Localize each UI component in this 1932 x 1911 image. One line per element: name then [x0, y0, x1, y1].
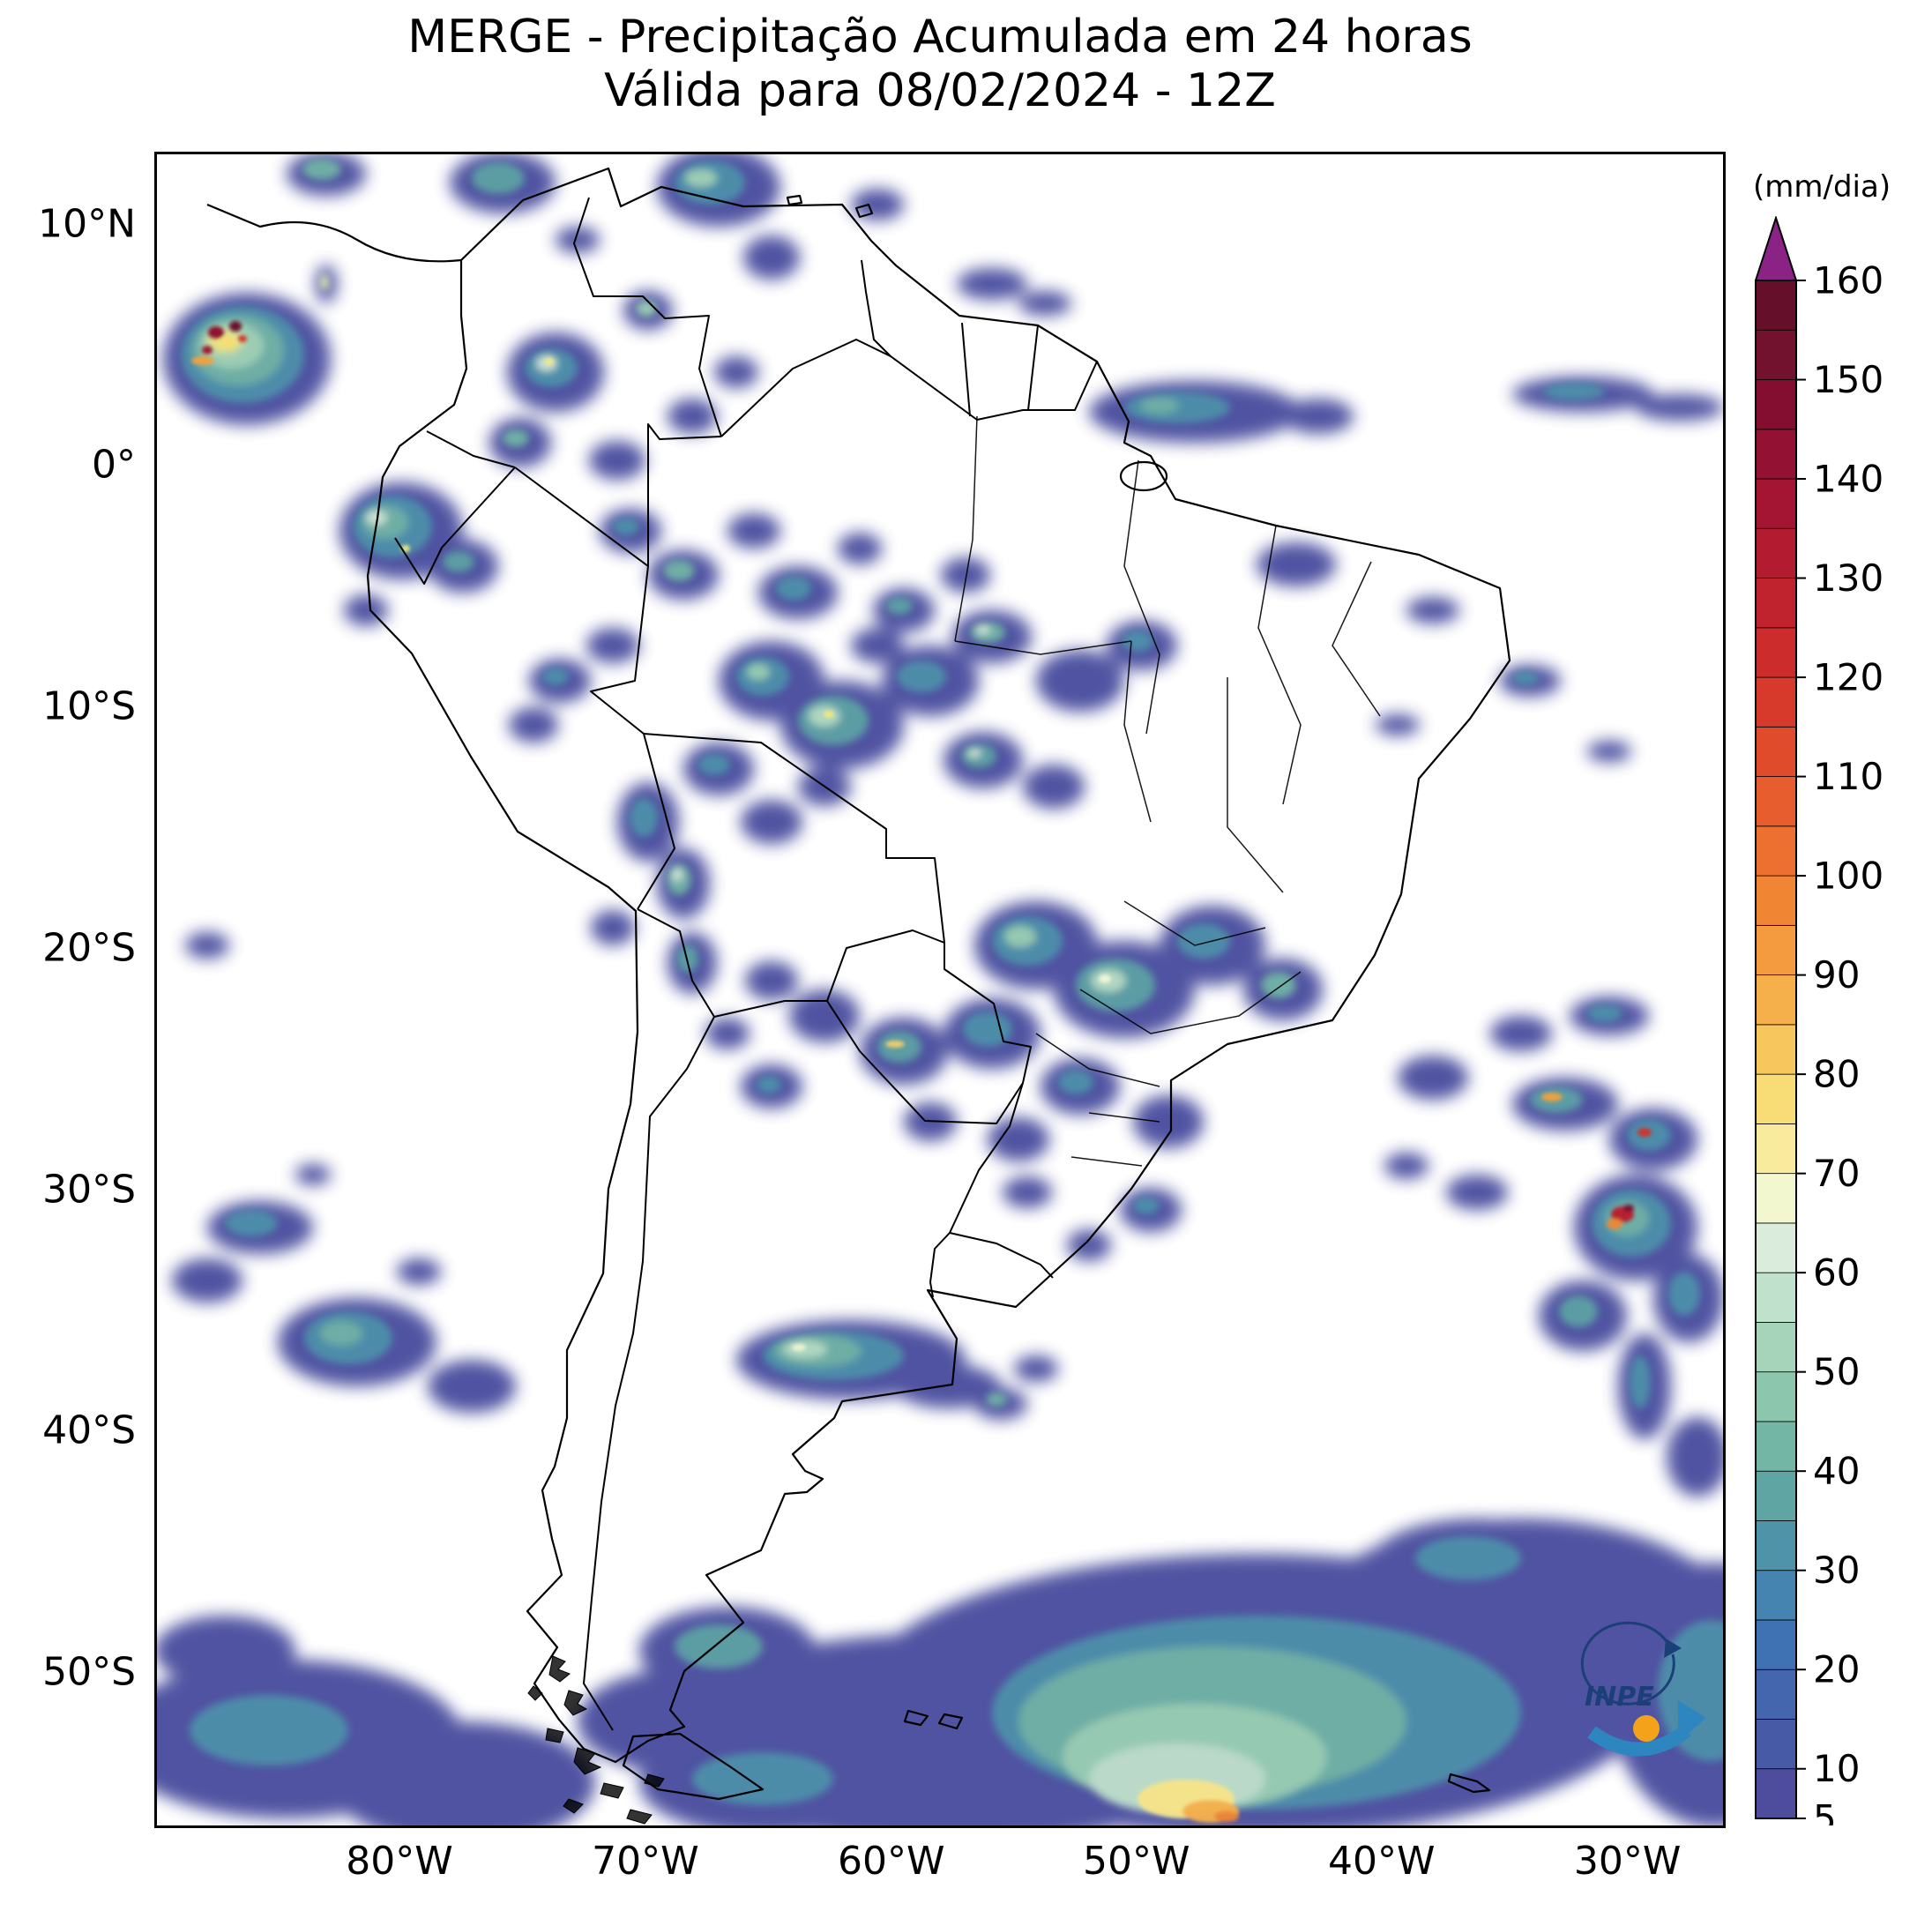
- colorbar-tick-label: 80: [1813, 1053, 1860, 1096]
- lat-tick-label: 30°S: [42, 1167, 136, 1213]
- colorbar-segment: [1755, 1173, 1797, 1224]
- colorbar-segment: [1755, 1520, 1797, 1571]
- lat-axis: 10°N 0° 10°S 20°S 30°S 40°S 50°S: [0, 0, 143, 1911]
- colorbar-tick-label: 150: [1813, 358, 1884, 401]
- colorbar-outline: [1755, 280, 1797, 1819]
- inpe-logo-orbit: [1580, 1621, 1675, 1706]
- lon-tick-label: 40°W: [1327, 1839, 1436, 1884]
- fjords-texture: [527, 1655, 665, 1825]
- colorbar-segment: [1755, 974, 1797, 1026]
- lat-tick-label: 10°S: [42, 683, 136, 729]
- colorbar-segment: [1755, 875, 1797, 926]
- inpe-logo-orange-ball: [1633, 1715, 1660, 1742]
- colorbar-segment: [1755, 1668, 1797, 1720]
- colorbar-tick-label: 5: [1813, 1797, 1837, 1826]
- colorbar-tick-label: 60: [1813, 1251, 1860, 1295]
- colorbar-tick-label: 20: [1813, 1648, 1860, 1691]
- colorbar-tick-label: 70: [1813, 1152, 1860, 1195]
- colorbar-segment: [1755, 379, 1797, 430]
- colorbar-tick-label: 110: [1813, 755, 1884, 798]
- colorbar-tick-label: 100: [1813, 855, 1884, 898]
- colorbar-segment: [1755, 578, 1797, 629]
- colorbar-tick-label: 50: [1813, 1350, 1860, 1393]
- precipitation-intense-layer: [191, 321, 1652, 1823]
- country-borders-layer: [394, 197, 1098, 1731]
- inpe-logo: INPE: [1580, 1621, 1706, 1757]
- map-frame: [154, 152, 1726, 1828]
- lat-tick-label: 50°S: [42, 1649, 136, 1695]
- lat-tick-label: 40°S: [42, 1407, 136, 1453]
- inpe-logo-swoosh-arrowhead: [1678, 1700, 1706, 1743]
- map-canvas: INPE: [154, 152, 1726, 1828]
- colorbar: 160 150 140 130 120 110 100 90 80 70 60 50 40 30 20 10 5: [1755, 216, 1884, 1826]
- chart-title-line1: MERGE - Precipitação Acumulada em 24 hor…: [407, 11, 1473, 63]
- chart-title-line2: Válida para 08/02/2024 - 12Z: [604, 64, 1276, 118]
- tierra-del-fuego: [622, 1732, 765, 1801]
- colorbar-segment: [1755, 1073, 1797, 1124]
- lon-axis: 80°W 70°W 60°W 50°W 40°W 30°W: [0, 1839, 1932, 1900]
- inpe-logo-orbit-arrowhead: [1664, 1639, 1682, 1658]
- trinidad-island: [854, 203, 874, 219]
- colorbar-segment: [1755, 1322, 1797, 1373]
- colorbar-segment: [1755, 1123, 1797, 1175]
- lon-tick-label: 70°W: [592, 1839, 699, 1884]
- colorbar-segment: [1755, 825, 1797, 877]
- colorbar-segment: [1755, 429, 1797, 480]
- colorbar-over-arrow: [1755, 216, 1798, 281]
- colorbar-unit-label: (mm/dia): [1753, 169, 1891, 205]
- margarita-island: [786, 194, 803, 206]
- colorbar-segment: [1755, 1619, 1797, 1670]
- colorbar-segment: [1755, 329, 1797, 380]
- state-borders-layer: [954, 415, 1381, 1167]
- marajo-island: [1119, 460, 1168, 492]
- falkland-west: [903, 1709, 929, 1727]
- lon-tick-label: 30°W: [1573, 1839, 1682, 1884]
- colorbar-segment: [1755, 280, 1797, 331]
- lon-tick-label: 60°W: [838, 1839, 945, 1884]
- colorbar-tick-label: 10: [1813, 1747, 1860, 1790]
- colorbar-tick-label: 120: [1813, 656, 1884, 699]
- south-america-coastline: [366, 167, 1511, 1764]
- panama-coastline: [206, 203, 462, 263]
- colorbar-segment: [1755, 478, 1797, 529]
- lat-tick-label: 0°: [92, 442, 136, 488]
- chart-title: MERGE - Precipitação Acumulada em 24 hor…: [154, 11, 1726, 119]
- colorbar-segment: [1755, 1570, 1797, 1621]
- colorbar-segment: [1755, 1421, 1797, 1472]
- colorbar-segment: [1755, 1272, 1797, 1323]
- falkland-east: [937, 1713, 964, 1730]
- colorbar-tick-label: 140: [1813, 458, 1884, 501]
- colorbar-segment: [1755, 924, 1797, 976]
- coastline-layer: [206, 167, 1511, 1801]
- colorbar-tick-label: 160: [1813, 259, 1884, 302]
- inpe-logo-swoosh: [1587, 1724, 1691, 1757]
- lat-tick-label: 10°N: [38, 201, 136, 247]
- colorbar-segment: [1755, 1719, 1797, 1770]
- colorbar-segment: [1755, 527, 1797, 579]
- lat-tick-label: 20°S: [42, 925, 136, 971]
- colorbar-tick-label: 30: [1813, 1549, 1860, 1592]
- lon-tick-label: 80°W: [346, 1839, 453, 1884]
- south-georgia: [1447, 1773, 1491, 1794]
- colorbar-segment: [1755, 627, 1797, 678]
- inpe-logo-text: INPE: [1585, 1682, 1654, 1713]
- colorbar-tick-label: 40: [1813, 1450, 1860, 1493]
- colorbar-tick-label: 90: [1813, 953, 1860, 997]
- colorbar-segment: [1755, 676, 1797, 728]
- colorbar-segment: [1755, 1222, 1797, 1273]
- colorbar-segment: [1755, 1470, 1797, 1521]
- colorbar-segment: [1755, 776, 1797, 827]
- colorbar-segment: [1755, 1371, 1797, 1422]
- colorbar-segment: [1755, 1024, 1797, 1075]
- colorbar-segment: [1755, 726, 1797, 777]
- lon-tick-label: 50°W: [1083, 1839, 1190, 1884]
- colorbar-tick-label: 130: [1813, 556, 1884, 600]
- colorbar-segment: [1755, 1768, 1797, 1819]
